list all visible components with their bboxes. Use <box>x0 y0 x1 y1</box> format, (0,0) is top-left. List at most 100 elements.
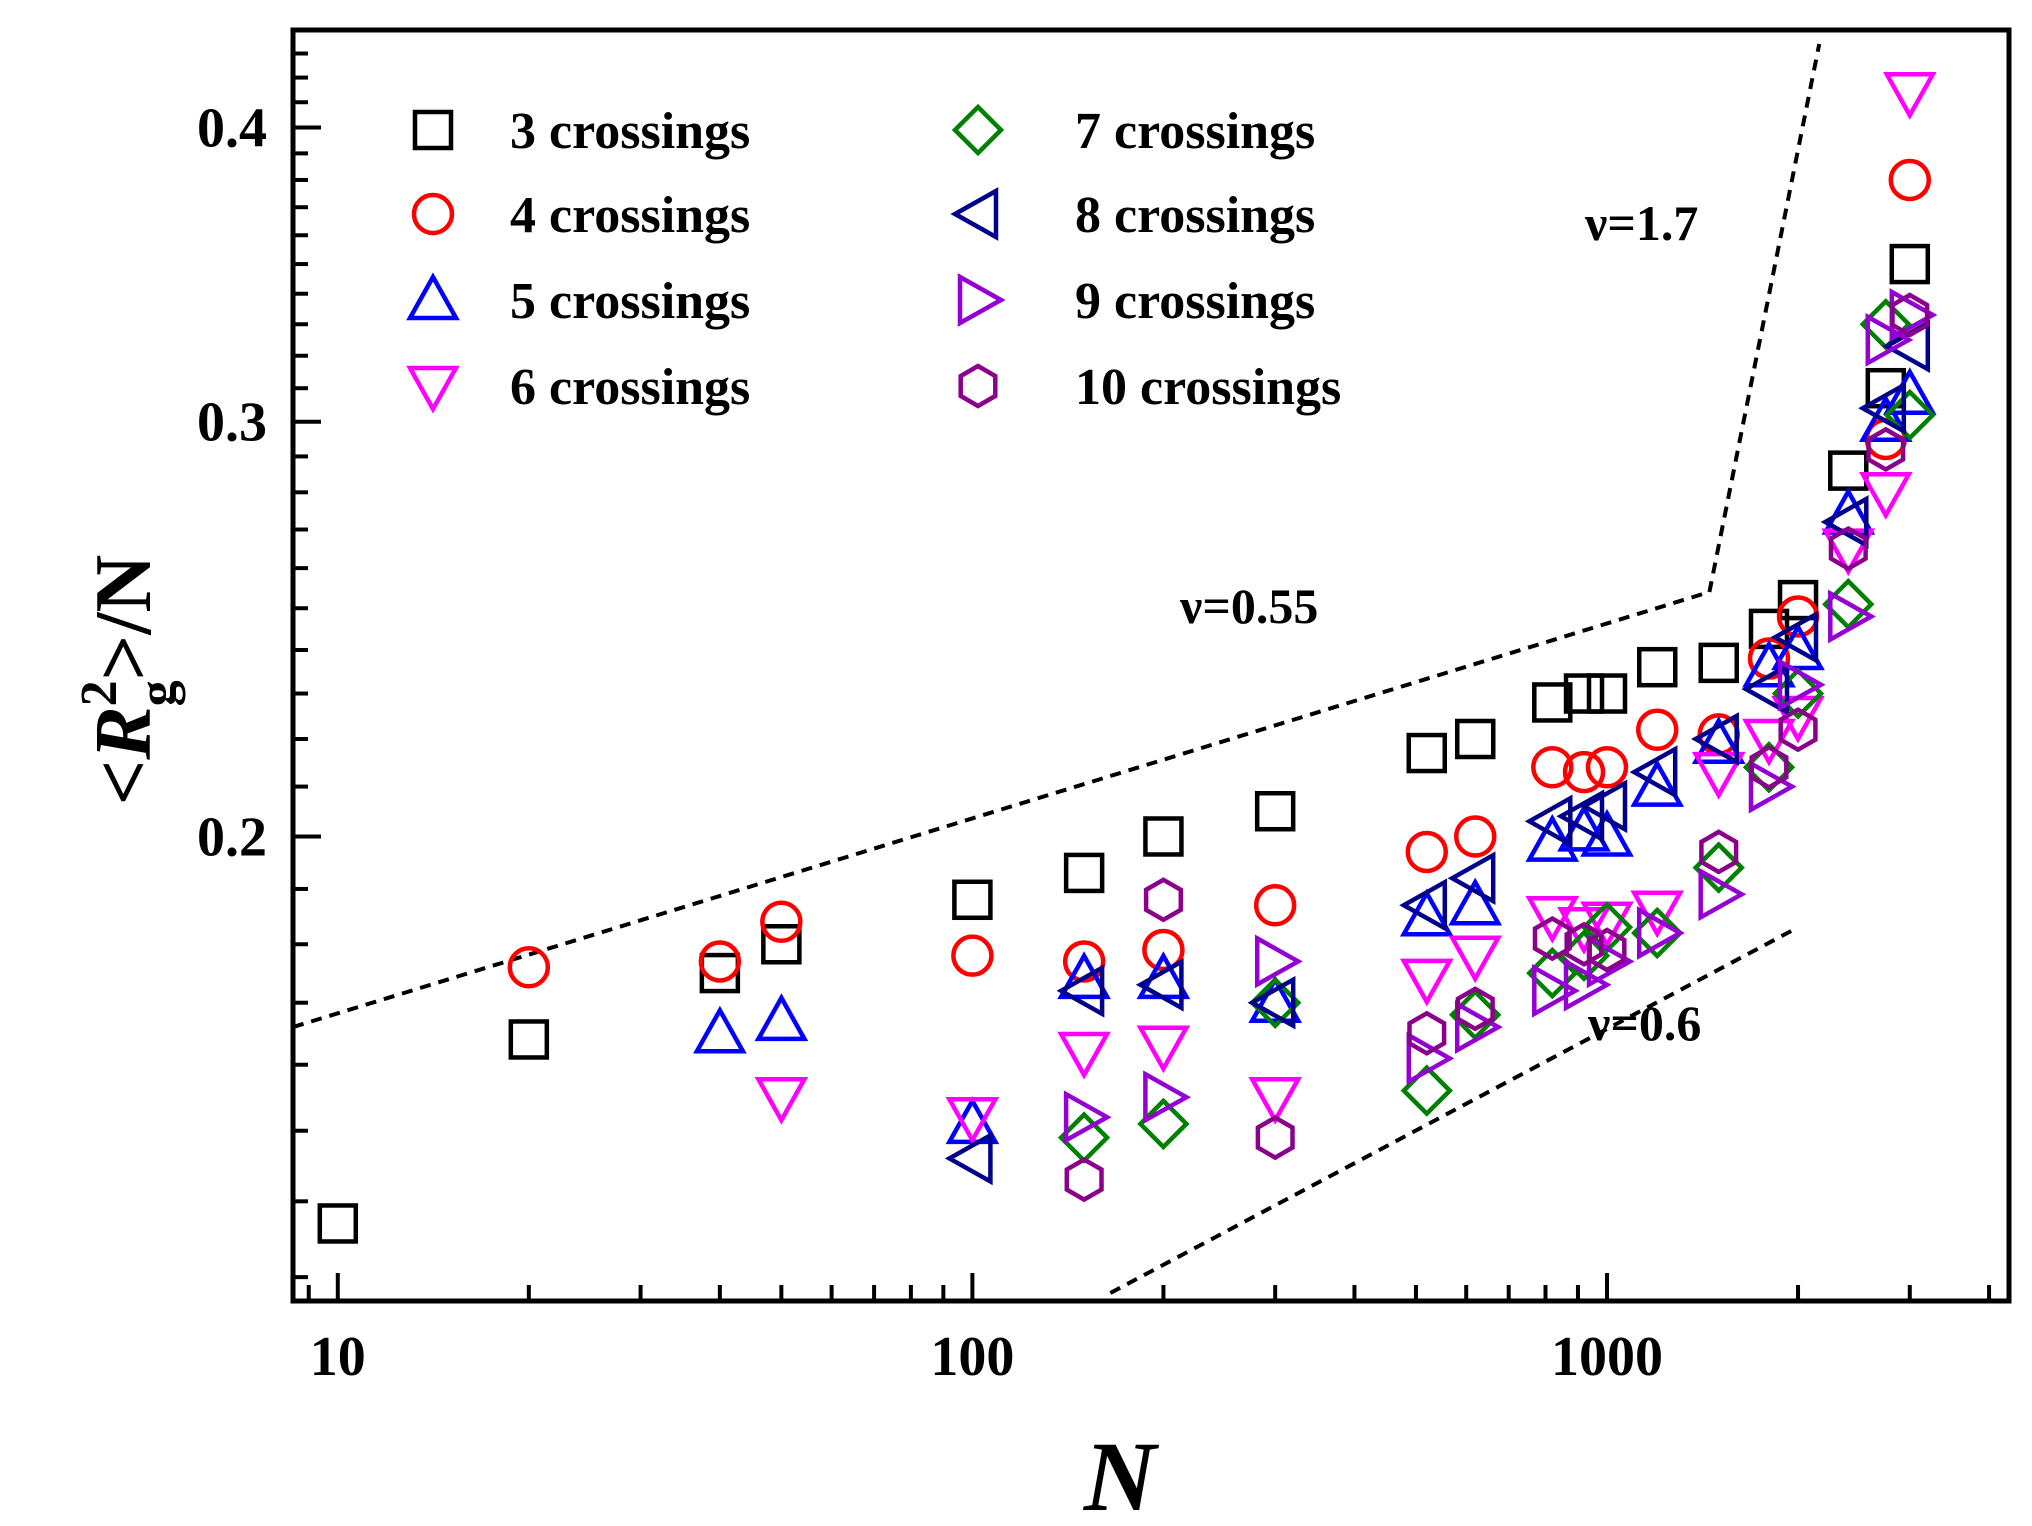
point-10-crossings-12 <box>1866 426 1906 472</box>
series-8-crossings <box>944 319 1931 1186</box>
point-10-crossings-7 <box>1587 927 1627 973</box>
legend-label-9-crossings: 9 crossings <box>1075 273 1315 330</box>
point-7-crossings-11 <box>1771 667 1825 720</box>
point-3-crossings-5 <box>1063 852 1105 894</box>
point-4-crossings-3 <box>951 934 994 977</box>
point-8-crossings-10 <box>1691 712 1739 766</box>
point-3-crossings-9 <box>1454 718 1496 760</box>
point-8-crossings-14 <box>1858 381 1907 436</box>
point-6-crossings-1 <box>945 1096 1000 1145</box>
y-axis-title-base: R <box>80 706 168 760</box>
point-8-crossings-9 <box>1629 745 1678 799</box>
series-10-crossings <box>1064 292 1930 1203</box>
point-4-crossings-1 <box>698 940 742 983</box>
point-4-crossings-2 <box>760 900 803 944</box>
point-7-crossings-8 <box>1631 906 1684 960</box>
point-10-crossings-4 <box>1455 986 1495 1032</box>
point-8-crossings-11 <box>1741 662 1790 716</box>
point-10-crossings-13 <box>1890 292 1930 338</box>
legend-label-10-crossings: 10 crossings <box>1075 359 1341 416</box>
legend-item-5-crossings: 5 crossings <box>406 272 750 330</box>
point-10-crossings-2 <box>1255 1115 1295 1161</box>
y-tick-label-2: 0.4 <box>197 97 267 159</box>
legend-item-4-crossings: 4 crossings <box>411 187 750 244</box>
legend-marker-10-crossings <box>958 363 998 409</box>
point-3-crossings-8 <box>1406 732 1448 774</box>
point-3-crossings-19 <box>1889 243 1931 285</box>
point-6-crossings-0 <box>754 1076 809 1125</box>
point-6-crossings-6 <box>1448 935 1503 984</box>
legend-item-9-crossings: 9 crossings <box>957 273 1315 330</box>
legend-item-3-crossings: 3 crossings <box>412 103 750 160</box>
point-3-crossings-4 <box>952 879 993 921</box>
annotation-nu-1.7: ν=1.7 <box>1584 195 1698 251</box>
point-9-crossings-3 <box>1406 1031 1455 1086</box>
point-3-crossings-13 <box>1636 646 1678 688</box>
annotation-nu-0.55: ν=0.55 <box>1179 578 1318 634</box>
point-4-crossings-11 <box>1585 746 1629 789</box>
point-10-crossings-3 <box>1407 1010 1447 1056</box>
point-9-crossings-2 <box>1254 934 1303 989</box>
point-4-crossings-7 <box>1405 830 1449 874</box>
point-3-crossings-3 <box>761 924 802 965</box>
point-8-crossings-0 <box>944 1131 993 1186</box>
point-4-crossings-5 <box>1142 928 1185 972</box>
point-10-crossings-5 <box>1532 916 1572 962</box>
point-10-crossings-1 <box>1143 877 1184 923</box>
point-4-crossings-12 <box>1635 708 1679 751</box>
point-4-crossings-6 <box>1253 883 1297 927</box>
point-8-crossings-13 <box>1820 495 1869 549</box>
point-7-crossings-2 <box>1249 976 1302 1029</box>
point-3-crossings-10 <box>1532 682 1573 723</box>
legend-item-8-crossings: 8 crossings <box>950 187 1315 244</box>
legend: 3 crossings 4 crossings 5 crossings 6 cross… <box>406 103 1341 416</box>
reference-line-0-6 <box>1109 925 1799 1295</box>
point-3-crossings-6 <box>1143 816 1184 857</box>
point-10-crossings-9 <box>1749 744 1789 790</box>
legend-item-10-crossings: 10 crossings <box>958 359 1341 416</box>
series-9-crossings <box>1063 288 1938 1145</box>
x-tick-label-0: 10 <box>310 1326 366 1388</box>
point-4-crossings-0 <box>507 945 551 989</box>
legend-marker-6-crossings <box>406 365 460 414</box>
point-5-crossings-5 <box>1248 975 1303 1023</box>
y-axis-title-sub: g <box>129 680 186 706</box>
legend-label-7-crossings: 7 crossings <box>1075 103 1315 160</box>
point-9-crossings-0 <box>1063 1090 1112 1145</box>
legend-marker-3-crossings <box>412 109 454 151</box>
point-6-crossings-5 <box>1399 958 1454 1007</box>
point-9-crossings-10 <box>1748 759 1797 814</box>
point-3-crossings-2 <box>699 952 741 994</box>
legend-marker-8-crossings <box>950 187 999 241</box>
annotation-nu-0.6: ν=0.6 <box>1587 995 1701 1051</box>
legend-label-8-crossings: 8 crossings <box>1075 187 1315 244</box>
point-5-crossings-12 <box>1691 716 1746 764</box>
point-9-crossings-8 <box>1636 906 1685 960</box>
reference-line-1-7 <box>1707 43 1822 593</box>
point-7-crossings-14 <box>1883 388 1936 442</box>
point-8-crossings-5 <box>1447 851 1496 906</box>
axis-tick-labels: 10 100 1000 0.2 0.3 0.4 <box>197 97 1663 1388</box>
point-8-crossings-1 <box>1056 963 1105 1018</box>
legend-item-7-crossings: 7 crossings <box>951 103 1315 160</box>
legend-label-4-crossings: 4 crossings <box>510 187 750 244</box>
point-10-crossings-0 <box>1064 1157 1104 1203</box>
point-3-crossings-11 <box>1563 673 1605 714</box>
y-tick-label-0: 0.2 <box>197 806 267 868</box>
x-tick-label-1: 100 <box>930 1326 1014 1388</box>
point-6-crossings-2 <box>1057 1031 1111 1080</box>
point-3-crossings-12 <box>1586 673 1628 714</box>
point-4-crossings-9 <box>1531 746 1574 789</box>
point-4-crossings-17 <box>1888 158 1932 202</box>
point-9-crossings-11 <box>1777 657 1826 712</box>
legend-label-3-crossings: 3 crossings <box>510 103 750 160</box>
point-5-crossings-1 <box>754 993 809 1042</box>
point-3-crossings-0 <box>317 1203 359 1244</box>
data-marks <box>317 72 1938 1244</box>
point-4-crossings-10 <box>1562 750 1606 794</box>
axis-ticks <box>293 28 1992 1301</box>
point-6-crossings-3 <box>1136 1025 1191 1074</box>
point-7-crossings-3 <box>1400 1064 1453 1117</box>
point-9-crossings-1 <box>1143 1070 1191 1125</box>
legend-marker-4-crossings <box>411 192 455 236</box>
